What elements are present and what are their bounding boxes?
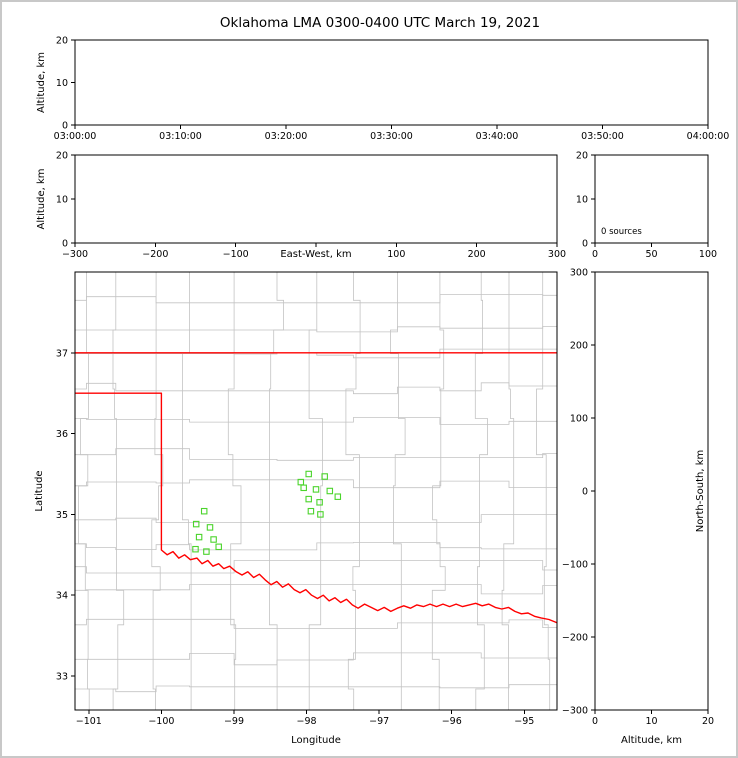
map-ylabel: Latitude	[34, 470, 45, 511]
panel-north-south-height: 0 10 20 300 200 100 0 −100 −200 −300	[562, 268, 714, 728]
lma-station-marker	[215, 543, 222, 551]
lma-station-marker	[210, 536, 217, 543]
svg-text:100: 100	[699, 249, 717, 260]
svg-text:35: 35	[56, 510, 68, 521]
svg-text:300: 300	[570, 268, 588, 279]
lma-station-marker	[312, 486, 320, 493]
svg-text:0: 0	[592, 249, 598, 260]
svg-text:−300: −300	[62, 249, 88, 260]
svg-text:10: 10	[576, 195, 588, 206]
svg-text:03:20:00: 03:20:00	[265, 131, 308, 142]
svg-text:−200: −200	[562, 633, 588, 644]
lma-station-marker	[307, 507, 315, 515]
svg-text:03:30:00: 03:30:00	[370, 131, 413, 142]
svg-text:−100: −100	[148, 716, 174, 727]
map-content	[75, 272, 557, 710]
lma-station-marker	[321, 473, 328, 480]
svg-text:200: 200	[468, 249, 486, 260]
svg-text:−200: −200	[142, 249, 168, 260]
svg-text:100: 100	[570, 414, 588, 425]
svg-text:−96: −96	[442, 716, 462, 727]
county-boundaries	[75, 272, 557, 710]
svg-text:100: 100	[387, 249, 405, 260]
panel-plan-view-map: −101 −100 −99 −98 −97 −96 −95 33 34 35 36 37	[56, 271, 558, 727]
lma-station-marker	[316, 499, 323, 506]
svg-text:0: 0	[582, 487, 588, 498]
svg-text:−100: −100	[223, 249, 249, 260]
lma-station-marker	[192, 520, 200, 528]
svg-text:0: 0	[62, 239, 68, 250]
lma-station-marker	[300, 484, 307, 492]
svg-text:33: 33	[56, 672, 68, 683]
lma-station-marker	[192, 545, 199, 553]
panel-east-west-height: −300 −200 −100 100 200 300 0 10 20	[56, 151, 566, 261]
svg-text:−101: −101	[76, 716, 102, 727]
svg-text:34: 34	[56, 591, 68, 602]
svg-text:−100: −100	[562, 560, 588, 571]
svg-text:−97: −97	[369, 716, 389, 727]
svg-text:20: 20	[56, 36, 68, 47]
svg-text:36: 36	[56, 429, 68, 440]
time-height-ylabel: Altitude, km	[36, 52, 47, 113]
svg-text:20: 20	[576, 151, 588, 162]
lma-station-marker	[326, 487, 334, 495]
svg-text:0: 0	[582, 239, 588, 250]
panel-time-height: 03:00:00 03:10:00 03:20:00 03:30:00 03:40:00…	[54, 36, 730, 143]
svg-text:10: 10	[56, 195, 68, 206]
svg-text:03:00:00: 03:00:00	[54, 131, 97, 142]
panel-source-histogram: 0 50 100 0 10 20	[576, 151, 717, 261]
svg-text:−99: −99	[224, 716, 244, 727]
lma-station-marker	[305, 495, 312, 503]
svg-text:37: 37	[56, 348, 68, 359]
svg-text:03:50:00: 03:50:00	[581, 131, 624, 142]
svg-text:20: 20	[56, 151, 68, 162]
svg-text:04:00:00: 04:00:00	[687, 131, 730, 142]
sources-count-label: 0 sources	[601, 227, 642, 237]
svg-text:50: 50	[645, 249, 657, 260]
svg-text:03:10:00: 03:10:00	[159, 131, 202, 142]
svg-text:10: 10	[56, 78, 68, 89]
east-west-xlabel: East-West, km	[280, 249, 351, 260]
north-south-xlabel: Altitude, km	[621, 735, 682, 746]
map-xlabel: Longitude	[291, 735, 341, 746]
svg-text:200: 200	[570, 341, 588, 352]
lma-station-marker	[305, 470, 312, 478]
lma-stations	[192, 470, 342, 555]
svg-text:0: 0	[62, 121, 68, 132]
oklahoma-state-border	[75, 392, 557, 624]
svg-text:−98: −98	[297, 716, 317, 727]
svg-text:300: 300	[548, 249, 566, 260]
east-west-ylabel: Altitude, km	[36, 169, 47, 230]
lma-station-marker	[200, 507, 208, 515]
svg-text:20: 20	[702, 716, 714, 727]
svg-text:−300: −300	[562, 706, 588, 717]
svg-text:03:40:00: 03:40:00	[476, 131, 519, 142]
lma-station-marker	[334, 493, 342, 500]
figure-title: Oklahoma LMA 0300-0400 UTC March 19, 202…	[220, 15, 540, 31]
lma-station-marker	[203, 548, 210, 555]
lma-station-marker	[206, 524, 214, 531]
lma-station-marker	[317, 511, 324, 518]
svg-text:0: 0	[592, 716, 598, 727]
north-south-ylabel: North-South, km	[695, 450, 706, 533]
lma-station-marker	[195, 533, 203, 541]
svg-text:10: 10	[645, 716, 657, 727]
svg-text:−95: −95	[514, 716, 534, 727]
